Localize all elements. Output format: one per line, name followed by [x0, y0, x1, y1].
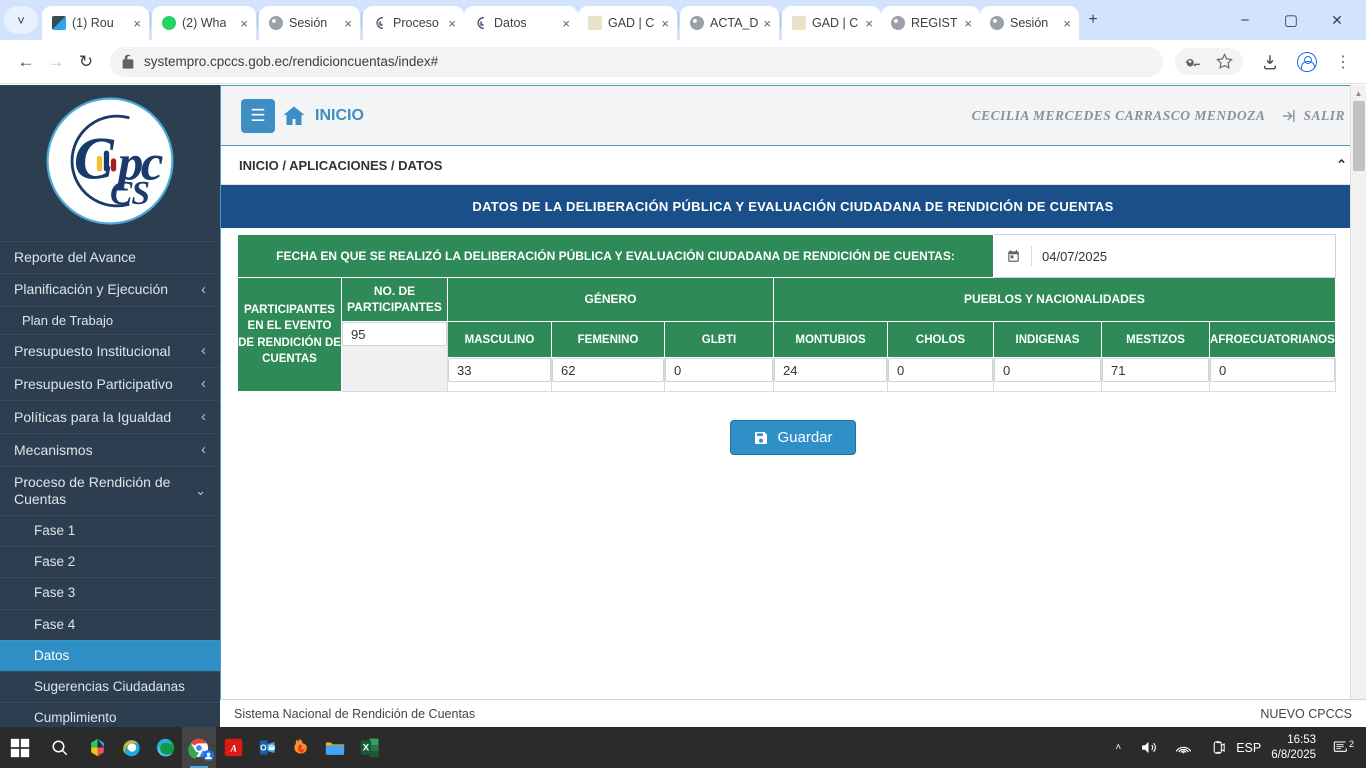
svg-text:X: X [362, 743, 369, 754]
svg-text:O: O [260, 743, 267, 753]
svg-text:CS: CS [110, 175, 149, 212]
svg-text:A: A [229, 743, 237, 754]
